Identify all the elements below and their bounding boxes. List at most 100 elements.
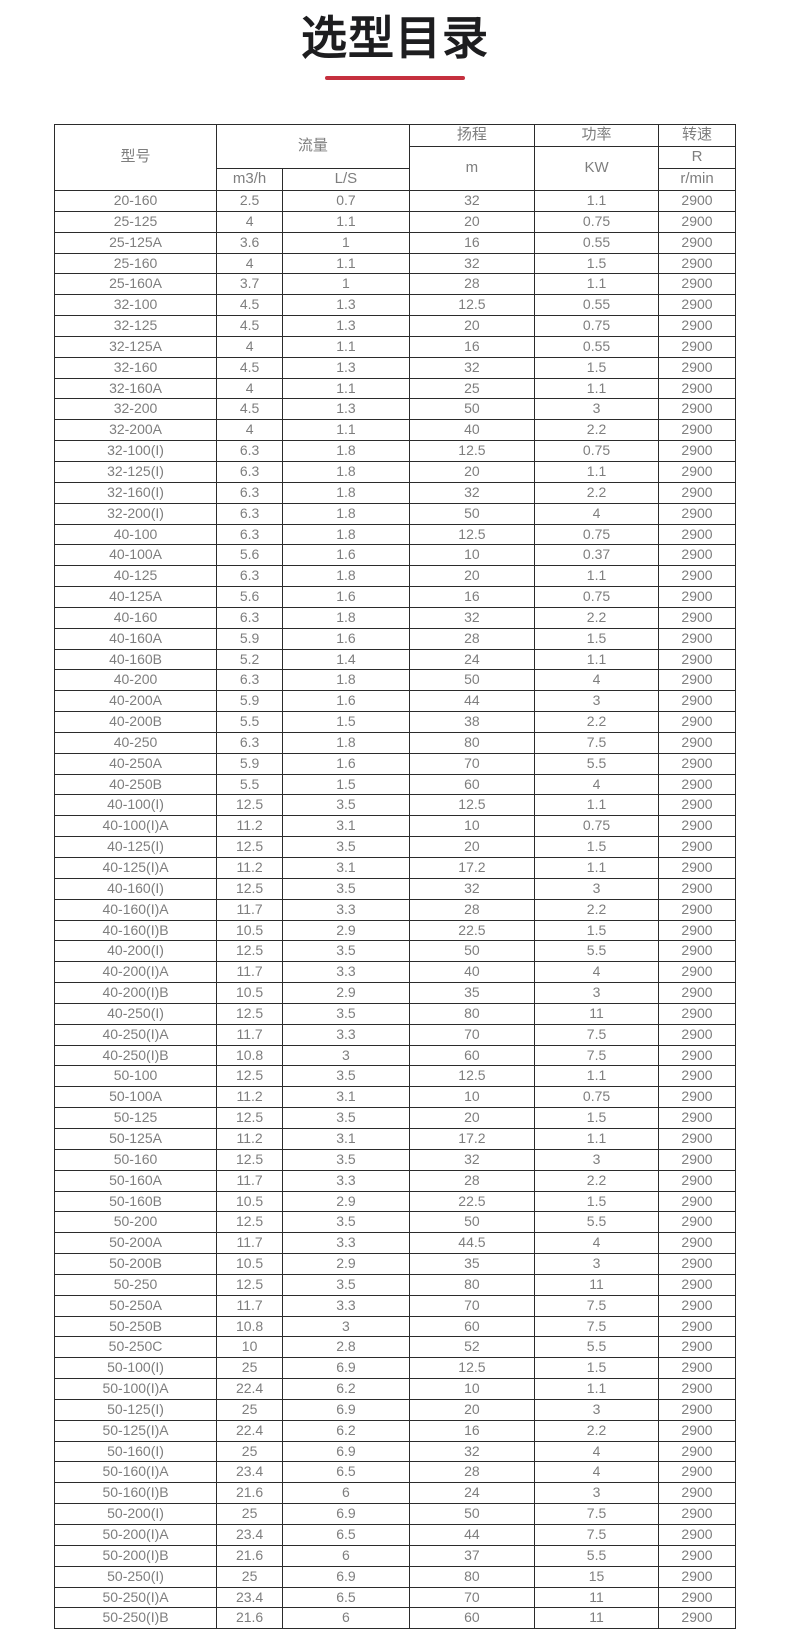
cell-flow-m3h: 12.5 <box>216 1065 284 1088</box>
cell-speed-rpm: 2900 <box>658 1127 736 1150</box>
cell-flow-ls: 0.7 <box>282 190 410 212</box>
table-row: 40-160 6.3 1.8 32 2.2 2900 <box>53 606 736 629</box>
cell-model: 40-100A <box>53 544 218 567</box>
cell-model: 40-100(I)A <box>53 815 218 838</box>
cell-model: 40-200A <box>53 690 218 713</box>
cell-flow-m3h: 4 <box>216 252 284 275</box>
cell-head-m: 60 <box>408 1044 536 1067</box>
col-header-speed-unit-r: R <box>658 146 736 169</box>
cell-flow-ls: 1 <box>282 231 410 254</box>
selection-table: 型号 流量 扬程 功率 转速 m KW R m3/h L/S r/min 20-… <box>53 124 736 1629</box>
cell-power-kw: 3 <box>534 398 659 421</box>
table-row: 40-125A 5.6 1.6 16 0.75 2900 <box>53 586 736 608</box>
cell-head-m: 70 <box>408 1023 536 1046</box>
cell-power-kw: 7.5 <box>534 1315 659 1338</box>
cell-flow-ls: 1.5 <box>282 773 410 796</box>
cell-flow-m3h: 25 <box>216 1440 284 1463</box>
cell-model: 50-200(I)B <box>53 1544 218 1567</box>
table-row: 40-100(I) 12.5 3.5 12.5 1.1 2900 <box>53 794 736 817</box>
cell-speed-rpm: 2900 <box>658 1586 736 1609</box>
cell-power-kw: 5.5 <box>534 1336 659 1359</box>
table-row: 40-200B 5.5 1.5 38 2.2 2900 <box>53 711 736 733</box>
cell-flow-ls: 3.5 <box>282 836 410 858</box>
cell-flow-m3h: 5.9 <box>216 627 284 650</box>
cell-flow-m3h: 11.7 <box>216 898 284 921</box>
cell-flow-ls: 6.5 <box>282 1586 410 1609</box>
cell-power-kw: 1.1 <box>534 1378 659 1400</box>
table-header: 型号 流量 扬程 功率 转速 m KW R m3/h L/S r/min <box>53 124 736 191</box>
table-row: 40-125(I) 12.5 3.5 20 1.5 2900 <box>53 836 736 858</box>
table-row: 40-250B 5.5 1.5 60 4 2900 <box>53 773 736 796</box>
table-row: 50-125(I) 25 6.9 20 3 2900 <box>53 1398 736 1421</box>
cell-flow-ls: 1.6 <box>282 586 410 608</box>
title-block: 选型目录 <box>0 0 790 80</box>
cell-flow-ls: 6.2 <box>282 1419 410 1442</box>
cell-power-kw: 1.1 <box>534 377 659 400</box>
cell-speed-rpm: 2900 <box>658 190 736 212</box>
table-row: 40-200A 5.9 1.6 44 3 2900 <box>53 690 736 713</box>
table-row: 40-250A 5.9 1.6 70 5.5 2900 <box>53 752 736 775</box>
table-row: 32-160A 4 1.1 25 1.1 2900 <box>53 377 736 400</box>
cell-flow-m3h: 11.7 <box>216 1023 284 1046</box>
table-row: 25-160A 3.7 1 28 1.1 2900 <box>53 273 736 296</box>
cell-flow-ls: 6.2 <box>282 1378 410 1400</box>
cell-flow-ls: 3.3 <box>282 1294 410 1317</box>
table-row: 50-250(I)B 21.6 6 60 11 2900 <box>53 1607 736 1629</box>
cell-flow-ls: 6 <box>282 1482 410 1505</box>
table-row: 50-250(I)A 23.4 6.5 70 11 2900 <box>53 1586 736 1609</box>
cell-flow-m3h: 10.5 <box>216 919 284 942</box>
cell-power-kw: 0.75 <box>534 586 659 608</box>
cell-model: 40-160(I)B <box>53 919 218 942</box>
cell-speed-rpm: 2900 <box>658 356 736 379</box>
cell-flow-m3h: 12.5 <box>216 1211 284 1234</box>
cell-speed-rpm: 2900 <box>658 857 736 879</box>
cell-model: 40-250A <box>53 752 218 775</box>
cell-flow-m3h: 5.6 <box>216 544 284 567</box>
cell-power-kw: 2.2 <box>534 606 659 629</box>
cell-model: 40-125 <box>53 565 218 588</box>
cell-model: 40-250(I)A <box>53 1023 218 1046</box>
cell-model: 32-125 <box>53 315 218 337</box>
cell-head-m: 10 <box>408 1086 536 1109</box>
cell-head-m: 25 <box>408 377 536 400</box>
cell-power-kw: 4 <box>534 773 659 796</box>
cell-flow-ls: 6.9 <box>282 1565 410 1588</box>
cell-power-kw: 0.75 <box>534 1086 659 1109</box>
cell-head-m: 35 <box>408 1253 536 1275</box>
cell-model: 32-100 <box>53 294 218 317</box>
cell-head-m: 16 <box>408 586 536 608</box>
cell-power-kw: 7.5 <box>534 1524 659 1546</box>
cell-power-kw: 0.75 <box>534 440 659 462</box>
cell-flow-m3h: 11.7 <box>216 961 284 984</box>
cell-model: 40-200(I)B <box>53 982 218 1004</box>
cell-flow-ls: 1.5 <box>282 711 410 733</box>
cell-flow-m3h: 4.5 <box>216 294 284 317</box>
cell-flow-m3h: 12.5 <box>216 940 284 963</box>
cell-head-m: 28 <box>408 1169 536 1192</box>
cell-head-m: 44 <box>408 1524 536 1546</box>
cell-speed-rpm: 2900 <box>658 1148 736 1171</box>
cell-flow-ls: 3 <box>282 1044 410 1067</box>
cell-power-kw: 1.5 <box>534 1357 659 1380</box>
cell-flow-m3h: 6.3 <box>216 440 284 462</box>
table-row: 40-100(I)A 11.2 3.1 10 0.75 2900 <box>53 815 736 838</box>
cell-power-kw: 0.75 <box>534 315 659 337</box>
table-row: 40-200(I)B 10.5 2.9 35 3 2900 <box>53 982 736 1004</box>
table-row: 20-160 2.5 0.7 32 1.1 2900 <box>53 190 736 212</box>
cell-flow-m3h: 4.5 <box>216 398 284 421</box>
cell-speed-rpm: 2900 <box>658 1461 736 1484</box>
cell-flow-m3h: 22.4 <box>216 1419 284 1442</box>
cell-head-m: 32 <box>408 1440 536 1463</box>
cell-power-kw: 0.75 <box>534 815 659 838</box>
cell-power-kw: 1.5 <box>534 356 659 379</box>
cell-power-kw: 11 <box>534 1586 659 1609</box>
cell-flow-m3h: 6.3 <box>216 523 284 546</box>
cell-head-m: 28 <box>408 273 536 296</box>
table-row: 40-100A 5.6 1.6 10 0.37 2900 <box>53 544 736 567</box>
cell-head-m: 35 <box>408 982 536 1004</box>
cell-head-m: 80 <box>408 1273 536 1296</box>
cell-model: 50-250A <box>53 1294 218 1317</box>
cell-speed-rpm: 2900 <box>658 460 736 483</box>
cell-flow-ls: 2.9 <box>282 1190 410 1213</box>
cell-speed-rpm: 2900 <box>658 1211 736 1234</box>
